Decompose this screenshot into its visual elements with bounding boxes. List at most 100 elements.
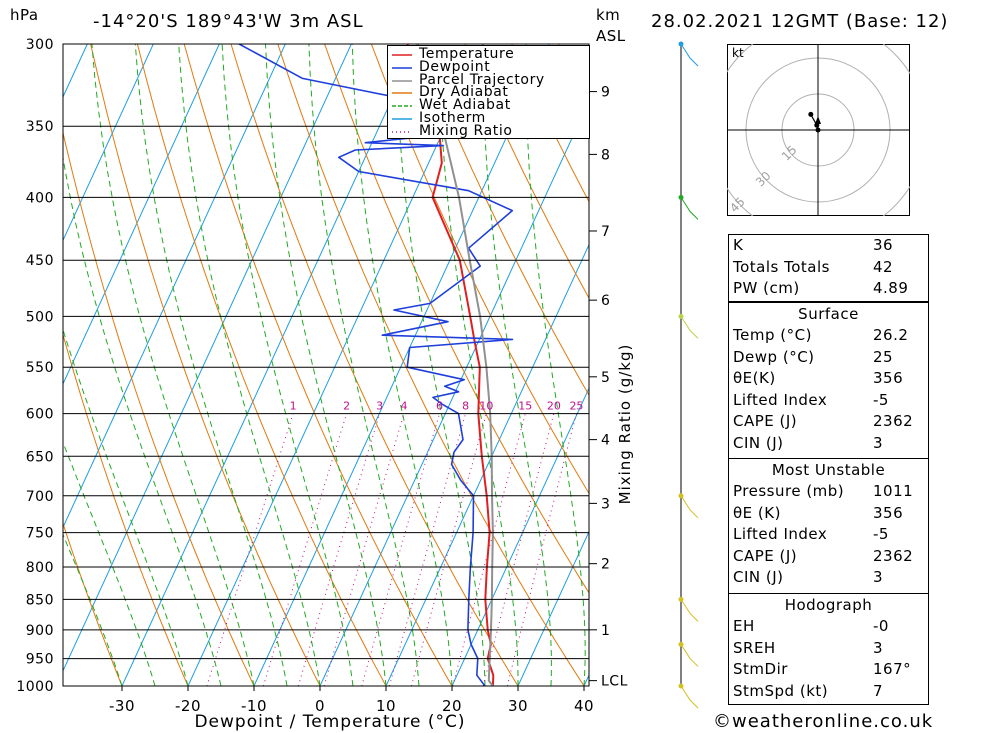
asl-unit-label: ASL [596,27,626,45]
hodograph-stat-row: EH -0 [729,616,928,638]
pressure-tick-label: 850 [26,592,54,608]
isotherm-line [63,44,352,672]
hodograph-point [808,111,814,117]
temperature-tick-label: -20 [175,697,201,715]
km-tick-label: 8 [601,147,610,163]
hodograph-stat-label: StmDir [733,660,788,678]
temperature-tick-label: 10 [376,697,396,715]
datetime-title: 28.02.2021 12GMT (Base: 12) [651,11,949,32]
legend-swatch [392,105,412,107]
mixing-ratio-label: 25 [569,400,583,413]
most-unstable-label: Lifted Index [733,525,828,543]
most-unstable-value: -5 [873,525,889,543]
dewpoint-profile-line [238,44,526,686]
index-row: PW (cm) 4.89 [729,278,928,300]
temperature-tick-label: -30 [109,697,135,715]
isotherm-line [517,530,589,686]
legend-label: Parcel Trajectory [419,71,545,88]
surface-label: CIN (J) [733,433,784,452]
temperature-tick-label: 30 [508,697,528,715]
dry-adiabat-line [370,44,589,495]
index-label: PW (cm) [733,279,800,297]
pressure-unit-label: hPa [10,6,39,24]
pressure-tick-label: 450 [26,253,54,269]
km-tick-label: 9 [601,85,610,101]
mixing-ratio-label: 1 [290,400,297,413]
copyright-link[interactable]: ©weatheronline.co.uk [713,711,934,732]
dry-adiabat-line [980,44,1000,686]
mixing-ratio-label: 4 [400,400,407,413]
index-value: 42 [873,257,894,276]
hodograph-stats-table: Hodograph EH -0 SREH 3 StmDir 167° StmSpd (kt)… [728,593,929,705]
mixing-ratio-label: 8 [462,400,469,413]
wet-adiabat-line [134,44,288,686]
wet-adiabat-line [63,441,156,686]
hodograph-stat-row: SREH 3 [729,638,928,660]
legend-label: Temperature [419,46,515,62]
pressure-tick-label: 950 [26,652,54,668]
hodograph-stat-value: -0 [873,617,889,635]
hodograph-stat-value: 167° [873,660,912,678]
storm-motion-marker [815,116,821,124]
pressure-tick-label: 500 [26,309,54,325]
legend-label: Dewpoint [419,58,491,75]
km-tick-label: 2 [601,557,610,573]
km-tick-label: LCL [601,674,628,690]
surface-table: Surface Temp (°C) 26.2 Dewp (°C) 25 θE(K) 356… [728,302,929,459]
pressure-tick-label: 300 [26,37,54,53]
mixing-ratio-line [361,413,440,686]
mixing-ratio-label: 2 [343,400,350,413]
hodograph-stat-value: 7 [873,681,884,700]
mixing-ratio-label: 15 [518,400,532,413]
isotherm-line [0,44,21,686]
km-tick-label: 5 [601,370,610,386]
plot-frame [62,43,590,687]
isotherm-line [63,44,154,242]
wet-adiabat-line [265,44,387,686]
mixing-ratio-line [206,413,294,686]
pressure-tick-label: 650 [26,449,54,465]
pressure-tick-label: 800 [26,560,54,576]
dry-adiabat-line [63,521,123,686]
km-tick-label: 6 [601,293,610,309]
most-unstable-row: Lifted Index -5 [729,524,928,546]
most-unstable-label: Pressure (mb) [733,482,845,500]
mixing-ratio-line [262,413,348,686]
surface-label: Lifted Index [733,390,828,409]
mixing-ratio-label: 10 [479,400,493,413]
dry-adiabat-line [464,44,589,300]
wind-barb [680,43,699,67]
surface-row: CIN (J) 3 [729,433,928,455]
wind-barb [680,685,699,709]
pressure-tick-label: 700 [26,489,54,505]
isotherm-line [63,44,286,529]
location-title: -14°20'S 189°43'W 3m ASL [93,11,364,32]
legend-label: Mixing Ratio [419,122,513,139]
dry-adiabat-line [183,44,453,686]
legend-label: Wet Adiabat [419,97,511,114]
dry-adiabat-line [417,44,589,397]
km-tick-label: 4 [601,433,610,449]
temperature-tick-label: 20 [442,697,462,715]
legend-label: Dry Adiabat [419,84,509,101]
wind-barb [680,495,699,519]
wet-adiabat-line [525,44,586,686]
temperature-tick-label: 40 [574,697,594,715]
most-unstable-label: θE (K) [733,503,781,522]
hodograph-point [815,127,821,133]
legend-swatch [392,92,412,95]
legend-swatch [392,67,412,69]
legend-swatch [392,131,412,133]
surface-row: θE(K) 356 [729,368,928,390]
mixing-ratio-label: 3 [376,400,383,413]
hodograph-stat-label: SREH [733,638,776,657]
surface-row: Lifted Index -5 [729,390,928,412]
wind-barb [680,599,699,622]
surface-value: 25 [873,347,894,366]
isotherm-line [451,386,589,686]
dry-adiabat-line [63,130,255,686]
legend-swatch [392,118,412,120]
pressure-tick-label: 1000 [16,679,54,695]
wind-barb [680,316,699,339]
